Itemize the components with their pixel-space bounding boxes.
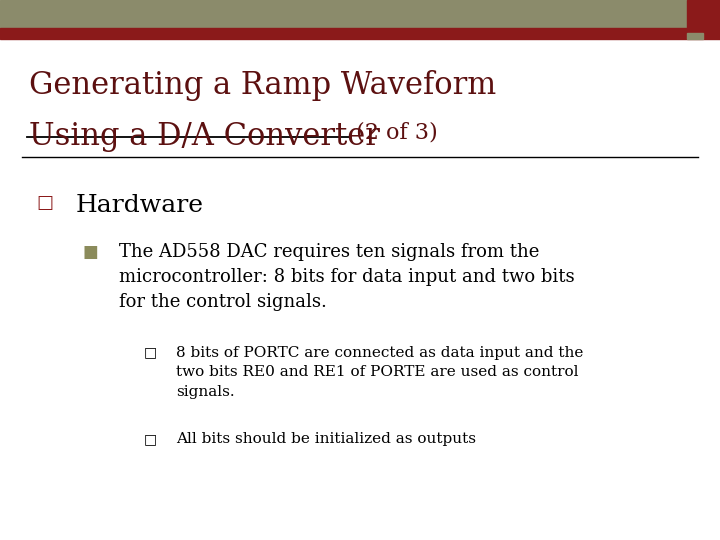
Text: 8 bits of PORTC are connected as data input and the
two bits RE0 and RE1 of PORT: 8 bits of PORTC are connected as data in… bbox=[176, 346, 584, 399]
Text: Hardware: Hardware bbox=[76, 194, 204, 218]
Text: Using a D/A Converter: Using a D/A Converter bbox=[29, 122, 379, 152]
Text: □: □ bbox=[144, 346, 157, 360]
Text: ■: ■ bbox=[83, 243, 99, 261]
Bar bbox=[0, 0, 720, 28]
Text: Generating a Ramp Waveform: Generating a Ramp Waveform bbox=[29, 70, 496, 101]
Text: □: □ bbox=[144, 432, 157, 446]
Bar bbox=[0, 28, 720, 39]
Text: (2 of 3): (2 of 3) bbox=[349, 122, 438, 144]
Bar bbox=[687, 33, 703, 39]
Bar bbox=[687, 0, 720, 28]
Text: □: □ bbox=[36, 194, 53, 212]
Text: All bits should be initialized as outputs: All bits should be initialized as output… bbox=[176, 432, 477, 446]
Text: The AD558 DAC requires ten signals from the
microcontroller: 8 bits for data inp: The AD558 DAC requires ten signals from … bbox=[119, 243, 575, 311]
